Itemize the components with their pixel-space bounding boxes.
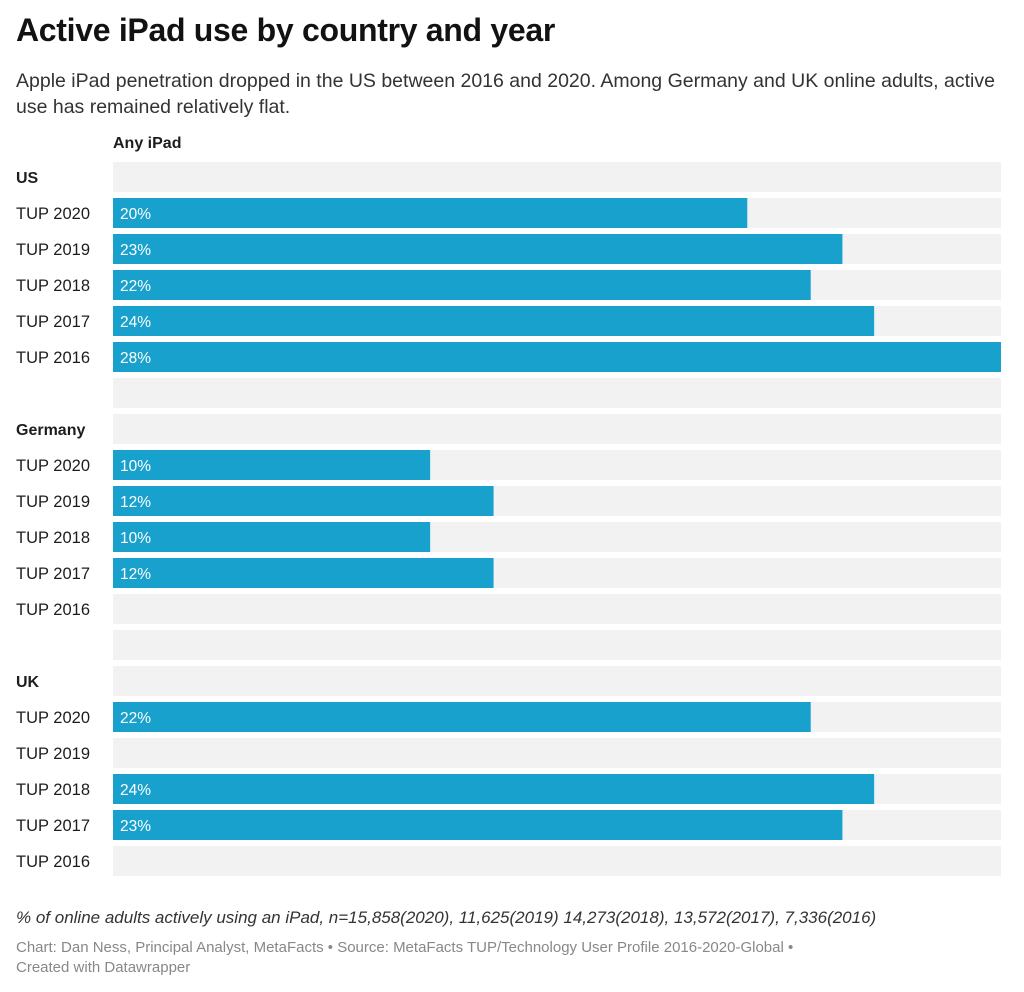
bar-value-label-germany-tup-2018: 10% [120,530,151,547]
bar-value-label-us-tup-2017: 24% [120,314,151,331]
bar-value-label-us-tup-2016: 28% [120,350,151,367]
bar-us-tup-2016 [113,342,1001,372]
row-label-germany-tup-2020: TUP 2020 [16,457,90,475]
bar-value-label-germany-tup-2020: 10% [120,458,151,475]
row-label-uk-tup-2018: TUP 2018 [16,781,90,799]
credits-line-2[interactable]: Created with Datawrapper [16,959,191,976]
row-label-us-tup-2019: TUP 2019 [16,241,90,259]
bar-germany-tup-2018 [113,522,431,552]
credits-line-1: Chart: Dan Ness, Principal Analyst, Meta… [16,939,794,956]
row-label-germany-tup-2017: TUP 2017 [16,565,90,583]
row-label-uk-tup-2016: TUP 2016 [16,853,90,871]
row-label-uk-tup-2020: TUP 2020 [16,709,90,727]
row-label-germany-tup-2018: TUP 2018 [16,529,90,547]
row-label-germany-tup-2019: TUP 2019 [16,493,90,511]
bar-germany-tup-2017 [113,558,494,588]
bar-value-label-germany-tup-2019: 12% [120,494,151,511]
row-label-us-tup-2020: TUP 2020 [16,205,90,223]
bar-value-label-us-tup-2018: 22% [120,278,151,295]
bar-value-label-uk-tup-2020: 22% [120,710,151,727]
row-label-us-tup-2016: TUP 2016 [16,349,90,367]
bar-chart: US TUP 2020 20% TUP 2019 23% TUP 2018 22% TUP 2… [16,162,1001,876]
row-track-uk-tup-2019 [113,738,1001,768]
footnote: % of online adults actively using an iPa… [16,908,877,927]
chart-title: Active iPad use by country and year [16,12,556,48]
row-label-us-tup-2018: TUP 2018 [16,277,90,295]
group-label-uk: UK [16,674,40,691]
bar-us-tup-2017 [113,306,875,336]
row-label-us-tup-2017: TUP 2017 [16,313,90,331]
bar-germany-tup-2020 [113,450,431,480]
column-header: Any iPad [113,135,182,152]
bar-uk-tup-2018 [113,774,875,804]
bar-value-label-us-tup-2020: 20% [120,206,151,223]
bar-germany-tup-2019 [113,486,494,516]
group-label-germany: Germany [16,422,85,439]
row-label-uk-tup-2019: TUP 2019 [16,745,90,763]
bar-us-tup-2019 [113,234,843,264]
spacer-track-us [113,378,1001,408]
bar-value-label-us-tup-2019: 23% [120,242,151,259]
bar-us-tup-2018 [113,270,811,300]
bar-value-label-uk-tup-2017: 23% [120,818,151,835]
chart-subtitle: Apple iPad penetration dropped in the US… [16,70,995,118]
spacer-track-germany [113,630,1001,660]
group-track-uk [113,666,1001,696]
bar-uk-tup-2017 [113,810,843,840]
row-label-uk-tup-2017: TUP 2017 [16,817,90,835]
bar-us-tup-2020 [113,198,748,228]
row-label-germany-tup-2016: TUP 2016 [16,601,90,619]
group-label-us: US [16,170,39,187]
credits: Chart: Dan Ness, Principal Analyst, Meta… [16,938,1006,978]
bar-uk-tup-2020 [113,702,811,732]
row-track-uk-tup-2016 [113,846,1001,876]
group-track-germany [113,414,1001,444]
bar-value-label-germany-tup-2017: 12% [120,566,151,583]
row-track-germany-tup-2016 [113,594,1001,624]
bar-value-label-uk-tup-2018: 24% [120,782,151,799]
group-track-us [113,162,1001,192]
